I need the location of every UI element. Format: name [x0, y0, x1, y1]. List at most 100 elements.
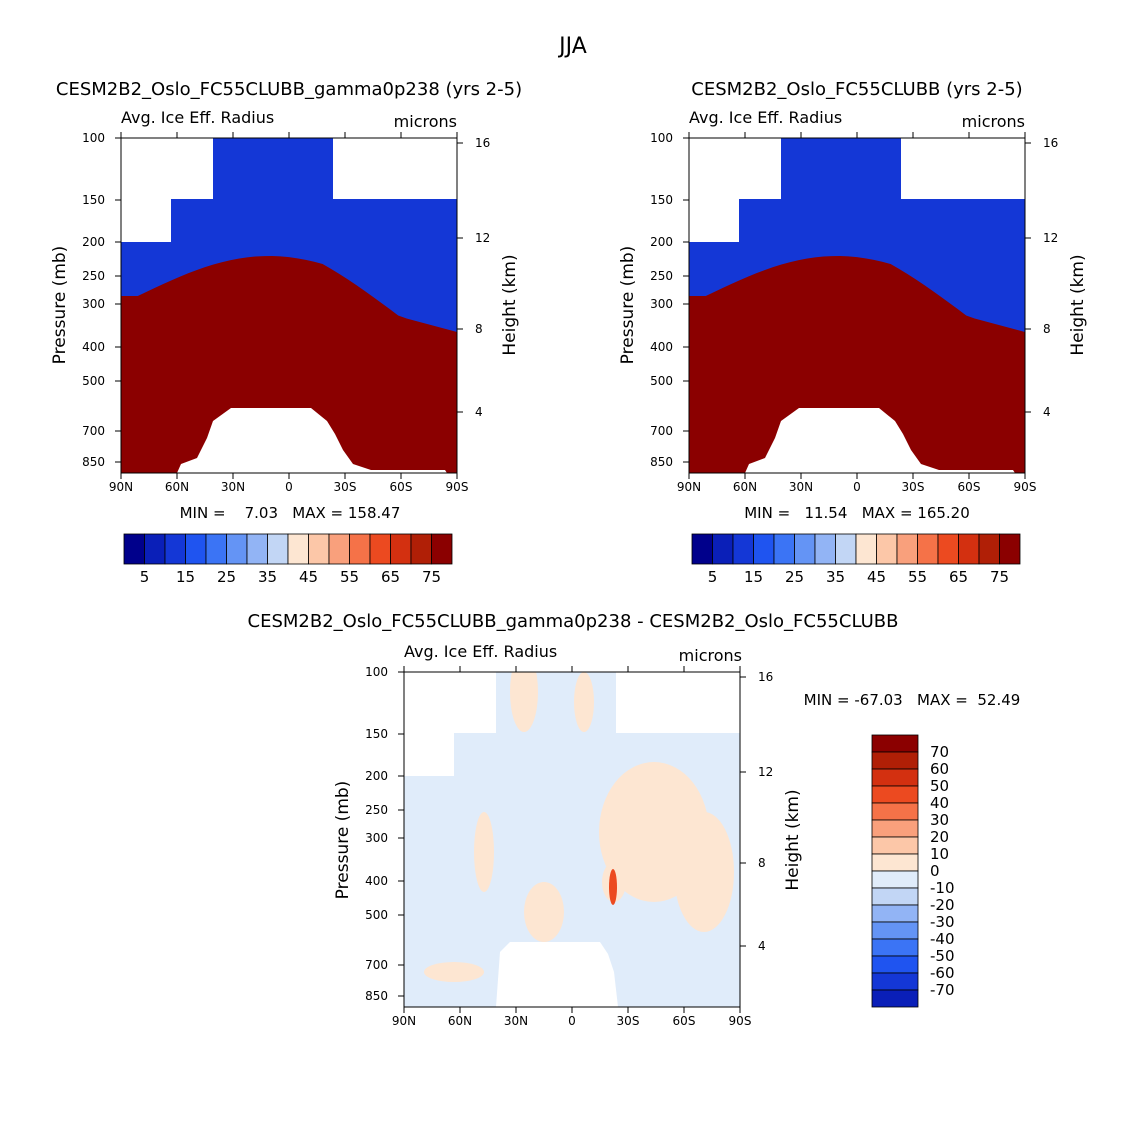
contour-band	[524, 882, 564, 942]
missing-region	[689, 138, 781, 199]
colorbar-label: 25	[785, 568, 804, 586]
y2-tick-label: 16	[1043, 136, 1058, 150]
y-axis-label: Pressure (mb)	[50, 246, 70, 365]
missing-region	[689, 199, 739, 242]
colorbar-swatch	[917, 533, 939, 565]
colorbar-swatch	[185, 533, 207, 565]
y-tick-label: 100	[82, 131, 105, 145]
colorbar-swatch	[794, 533, 816, 565]
colorbar-label: 65	[381, 568, 400, 586]
y-tick-label: 250	[365, 803, 388, 817]
contour-band	[510, 672, 538, 732]
left-subtitle: Avg. Ice Eff. Radius	[121, 108, 274, 127]
axes: 90N 60N 30N 0 30S 60S 90S 100 150 200 250 300 400 500…	[650, 131, 1058, 494]
contour-core	[689, 256, 1025, 473]
colorbar-label: 15	[744, 568, 763, 586]
colorbar-label: -50	[930, 947, 955, 965]
axes: 90N 60N 30N 0 30S 60S 90S 100 150 200 250 300 400 500…	[365, 665, 773, 1028]
y-axis-label: Pressure (mb)	[618, 246, 638, 365]
contour-band	[424, 962, 484, 982]
colorbar-swatch	[226, 533, 248, 565]
x-tick-label: 90N	[677, 480, 701, 494]
colorbar-label: 10	[930, 845, 949, 863]
missing-region	[616, 672, 740, 733]
y-tick-label: 250	[82, 269, 105, 283]
x-tick-label: 30S	[334, 480, 357, 494]
topography-mask	[745, 408, 1015, 473]
y-tick-label: 100	[650, 131, 673, 145]
y2-tick-label: 12	[758, 765, 773, 779]
colorbar-swatch	[753, 533, 775, 565]
y2-tick-label: 12	[1043, 231, 1058, 245]
colorbar-swatch	[144, 533, 166, 565]
colorbar-swatch	[958, 533, 980, 565]
colorbar-swatch	[871, 955, 919, 974]
x-tick-label: 60N	[733, 480, 757, 494]
min-max-stats: MIN = -67.03 MAX = 52.49	[804, 691, 1021, 709]
x-tick-label: 60S	[390, 480, 413, 494]
x-tick-label: 90S	[1014, 480, 1037, 494]
colorbar-label: 20	[930, 828, 949, 846]
x-tick-label: 60N	[165, 480, 189, 494]
colorbar-swatch	[835, 533, 857, 565]
panel-difference: CESM2B2_Oslo_FC55CLUBB_gamma0p238 - CESM…	[248, 611, 1021, 1028]
y-tick-label: 400	[650, 340, 673, 354]
x-tick-label: 90S	[446, 480, 469, 494]
contour-band	[674, 812, 734, 932]
y-tick-label: 500	[82, 374, 105, 388]
x-tick-label: 0	[853, 480, 861, 494]
colorbar-swatch	[871, 819, 919, 838]
x-tick-label: 90N	[109, 480, 133, 494]
x-tick-label: 60N	[448, 1014, 472, 1028]
colorbar-label: 35	[826, 568, 845, 586]
colorbar-swatch	[287, 533, 309, 565]
colorbar-swatch	[814, 533, 836, 565]
contour-band	[609, 869, 617, 905]
colorbar-swatch	[871, 870, 919, 889]
colorbar-swatch	[937, 533, 959, 565]
colorbar-swatch	[871, 904, 919, 923]
colorbar-swatch	[876, 533, 898, 565]
colorbar-swatch	[871, 938, 919, 957]
y-tick-label: 300	[82, 297, 105, 311]
panel-test: CESM2B2_Oslo_FC55CLUBB_gamma0p238 (yrs 2…	[50, 79, 522, 586]
x-tick-label: 30S	[902, 480, 925, 494]
y-tick-label: 850	[650, 455, 673, 469]
colorbar-label: -70	[930, 981, 955, 999]
contour-field	[404, 672, 740, 1007]
colorbar-swatch	[999, 533, 1021, 565]
x-tick-label: 90N	[392, 1014, 416, 1028]
colorbar-swatch	[871, 802, 919, 821]
y-tick-label: 850	[82, 455, 105, 469]
left-subtitle: Avg. Ice Eff. Radius	[689, 108, 842, 127]
left-subtitle: Avg. Ice Eff. Radius	[404, 642, 557, 661]
colorbar-label: 75	[422, 568, 441, 586]
min-max-stats: MIN = 7.03 MAX = 158.47	[180, 504, 401, 522]
colorbar-swatch	[871, 989, 919, 1008]
colorbar-label: 25	[217, 568, 236, 586]
colorbar-label: 5	[708, 568, 718, 586]
x-tick-label: 30N	[221, 480, 245, 494]
colorbar-label: 0	[930, 862, 940, 880]
colorbar-label: -30	[930, 913, 955, 931]
colorbar-swatch	[871, 853, 919, 872]
topography-mask	[177, 408, 447, 473]
y-tick-label: 300	[365, 831, 388, 845]
x-tick-label: 30N	[504, 1014, 528, 1028]
contour-band	[574, 672, 594, 732]
colorbar-swatch	[369, 533, 391, 565]
y2-tick-label: 4	[758, 939, 766, 953]
panel-control: CESM2B2_Oslo_FC55CLUBB (yrs 2-5) Avg. Ic…	[618, 79, 1088, 586]
axes: 90N 60N 30N 0 30S 60S 90S 100 150 200 250 300 400 500…	[82, 131, 490, 494]
colorbar-swatch	[123, 533, 145, 565]
x-tick-label: 60S	[673, 1014, 696, 1028]
colorbar-swatch	[773, 533, 795, 565]
colorbar-swatch	[871, 751, 919, 770]
colorbar-swatch	[328, 533, 350, 565]
colorbar-swatch	[431, 533, 453, 565]
y-tick-label: 100	[365, 665, 388, 679]
right-subtitle: microns	[394, 112, 457, 131]
colorbar-swatch	[871, 785, 919, 804]
y2-axis-label: Height (km)	[500, 254, 520, 355]
right-subtitle: microns	[962, 112, 1025, 131]
